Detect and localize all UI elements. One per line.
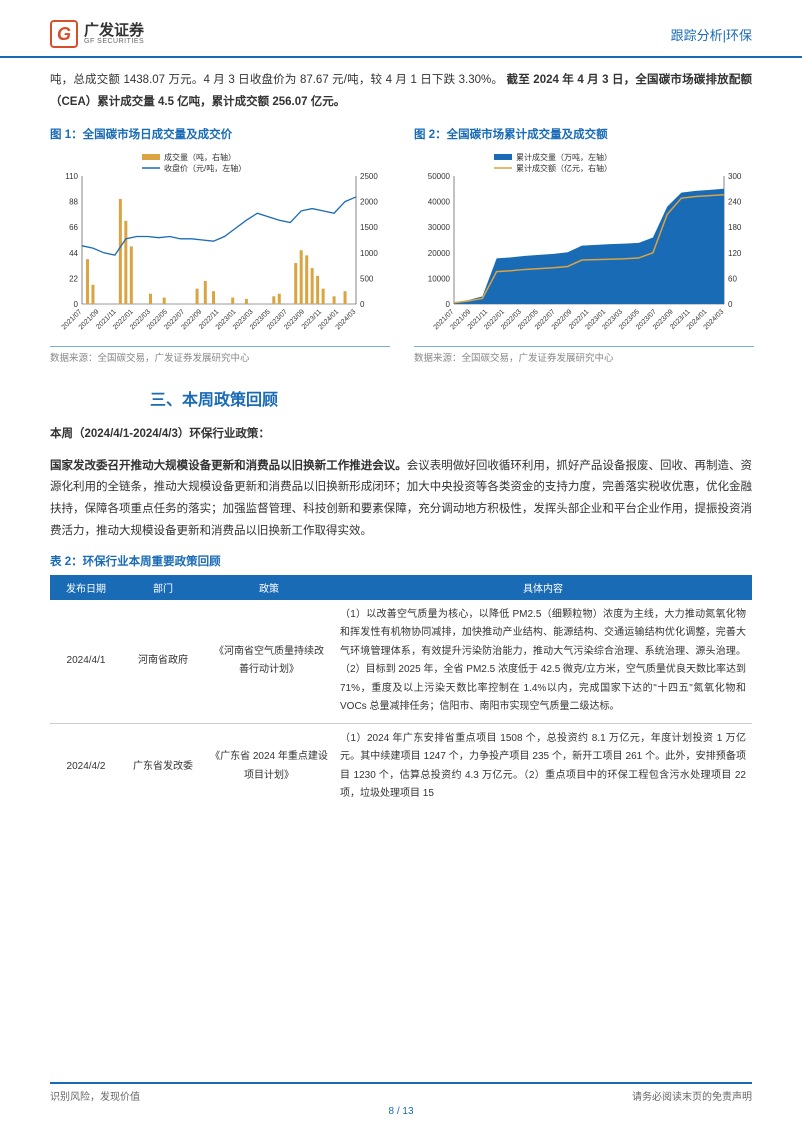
svg-text:60: 60 (728, 274, 737, 283)
chart1-container: 图 1：全国碳市场日成交量及成交价 成交量（吨，右轴）收盘价（元/吨，左轴） 0 2… (50, 126, 390, 364)
table-row: 2024/4/1 河南省政府 《河南省空气质量持续改善行动计划》 （1）以改善空… (50, 600, 752, 724)
policy-table: 发布日期 部门 政策 具体内容 2024/4/1 河南省政府 《河南省空气质量持… (50, 575, 752, 810)
svg-text:240: 240 (728, 197, 742, 206)
cell-content: （1）2024 年广东安排省重点项目 1508 个，总投资约 8.1 万亿元，年… (334, 723, 752, 810)
intro-line1: 吨，总成交额 1438.07 万元。4 月 3 日收盘价为 87.67 元/吨，… (50, 74, 503, 86)
cell-dept: 河南省政府 (122, 600, 204, 724)
svg-text:20000: 20000 (428, 248, 451, 257)
svg-text:110: 110 (65, 172, 78, 181)
cell-content: （1）以改善空气质量为核心，以降低 PM2.5（细颗粒物）浓度为主线，大力推动氮… (334, 600, 752, 724)
svg-text:1000: 1000 (360, 248, 378, 257)
svg-text:2500: 2500 (360, 172, 378, 181)
svg-text:累计成交量（万吨，左轴）: 累计成交量（万吨，左轴） (516, 152, 612, 162)
cell-policy: 《河南省空气质量持续改善行动计划》 (204, 600, 334, 724)
svg-text:0: 0 (360, 300, 365, 309)
logo-cn: 广发证券 (84, 23, 144, 38)
cell-date: 2024/4/2 (50, 723, 122, 810)
chart1-source: 数据来源：全国碳交易，广发证券发展研究中心 (50, 346, 390, 364)
cell-date: 2024/4/1 (50, 600, 122, 724)
table-title: 表 2：环保行业本周重要政策回顾 (50, 553, 752, 569)
svg-text:1500: 1500 (360, 223, 378, 232)
footer-right: 请务必阅读末页的免责声明 (632, 1088, 752, 1103)
svg-text:88: 88 (69, 197, 78, 206)
footer-left: 识别风险，发现价值 (50, 1088, 140, 1103)
th-date: 发布日期 (50, 575, 122, 600)
cell-dept: 广东省发改委 (122, 723, 204, 810)
section3-heading: 三、本周政策回顾 (50, 386, 752, 410)
svg-text:66: 66 (69, 223, 78, 232)
svg-text:2000: 2000 (360, 197, 378, 206)
header-category: 跟踪分析|环保 (671, 25, 752, 44)
th-dept: 部门 (122, 575, 204, 600)
svg-text:成交量（吨，右轴）: 成交量（吨，右轴） (164, 152, 236, 162)
table-row: 2024/4/2 广东省发改委 《广东省 2024 年重点建设项目计划》 （1）… (50, 723, 752, 810)
svg-text:500: 500 (360, 274, 374, 283)
svg-text:收盘价（元/吨，左轴）: 收盘价（元/吨，左轴） (164, 163, 246, 173)
svg-text:30000: 30000 (428, 223, 451, 232)
svg-text:10000: 10000 (428, 274, 451, 283)
svg-text:44: 44 (69, 248, 78, 257)
svg-text:0: 0 (446, 300, 451, 309)
para-bold: 国家发改委召开推动大规模设备更新和消费品以旧换新工作推进会议。 (50, 460, 407, 472)
policy-paragraph: 国家发改委召开推动大规模设备更新和消费品以旧换新工作推进会议。会议表明做好回收循… (50, 456, 752, 543)
chart2-source: 数据来源：全国碳交易，广发证券发展研究中心 (414, 346, 754, 364)
svg-text:50000: 50000 (428, 172, 451, 181)
svg-text:0: 0 (74, 300, 79, 309)
intro-paragraph: 吨，总成交额 1438.07 万元。4 月 3 日收盘价为 87.67 元/吨，… (50, 70, 752, 114)
svg-text:累计成交额（亿元，右轴）: 累计成交额（亿元，右轴） (516, 163, 612, 173)
chart2-title: 图 2：全国碳市场累计成交量及成交额 (414, 126, 754, 142)
cell-policy: 《广东省 2024 年重点建设项目计划》 (204, 723, 334, 810)
page-number: 8 / 13 (50, 1106, 752, 1117)
svg-text:300: 300 (728, 172, 742, 181)
th-content: 具体内容 (334, 575, 752, 600)
table-header-row: 发布日期 部门 政策 具体内容 (50, 575, 752, 600)
chart2-container: 图 2：全国碳市场累计成交量及成交额 累计成交量（万吨，左轴）累计成交额（亿元，… (414, 126, 754, 364)
logo: G 广发证券 GF SECURITIES (50, 20, 144, 48)
svg-text:120: 120 (728, 248, 742, 257)
logo-icon: G (50, 20, 78, 48)
page-footer: 识别风险，发现价值 请务必阅读末页的免责声明 8 / 13 (0, 1082, 802, 1117)
svg-text:40000: 40000 (428, 197, 451, 206)
svg-text:22: 22 (69, 274, 78, 283)
chart1: 成交量（吨，右轴）收盘价（元/吨，左轴） 0 22 44 66 88 110 0 500 1000… (50, 148, 390, 346)
svg-text:180: 180 (728, 223, 742, 232)
logo-en: GF SECURITIES (84, 38, 144, 45)
week-line: 本周（2024/4/1-2024/4/3）环保行业政策： (50, 424, 752, 446)
page-header: G 广发证券 GF SECURITIES 跟踪分析|环保 (0, 0, 802, 58)
th-policy: 政策 (204, 575, 334, 600)
chart1-title: 图 1：全国碳市场日成交量及成交价 (50, 126, 390, 142)
svg-text:0: 0 (728, 300, 733, 309)
chart2: 累计成交量（万吨，左轴）累计成交额（亿元，右轴） 0 10000 20000 30000… (414, 148, 754, 346)
